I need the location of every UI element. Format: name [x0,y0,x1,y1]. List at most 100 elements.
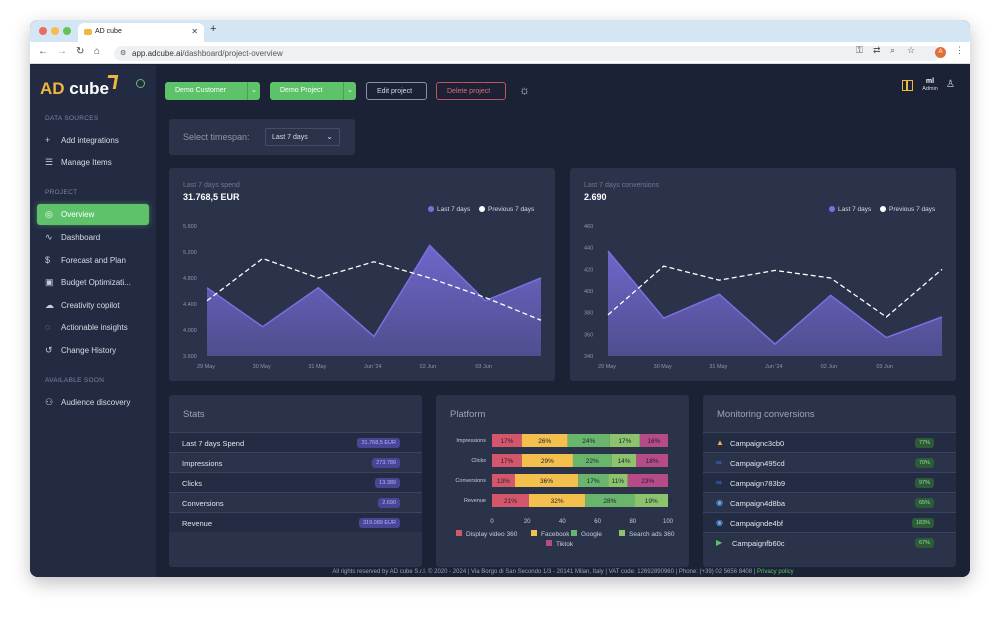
legend-previous[interactable]: Previous 7 days [479,206,534,213]
legend-swatch [456,530,462,536]
y-tick-label: 5.600 [183,224,197,230]
stats-value-badge: 319.089 EUR [358,518,400,528]
segment-label: 28% [603,498,616,505]
home-icon[interactable]: ⌂ [94,46,101,57]
x-tick-label: 60 [594,519,601,525]
apps-grid-icon[interactable] [902,80,913,91]
conversions-line-chart: 340 360 380 400 420 440 460 29 May 30 May 31 May J… [584,224,943,370]
maximize-window-icon[interactable] [63,27,71,35]
stats-row: Revenue 319.089 EUR [169,512,422,532]
translate-icon[interactable]: ⇄ [873,45,881,55]
campaign-row[interactable]: ▲ Campaignc3cb0 77% [703,432,956,452]
sidebar-item-manage-items[interactable]: ☰ Manage Items [45,157,112,167]
collapse-sidebar-icon[interactable] [136,79,145,88]
campaign-row[interactable]: ∞ Campaign495cd 70% [703,452,956,472]
monitoring-title: Monitoring conversions [717,409,815,420]
history-icon: ↺ [45,345,53,355]
project-select[interactable]: Demo Project ⌄ [270,82,356,100]
sidebar-item-budget[interactable]: ▣ Budget Optimizati... [45,277,131,287]
sidebar-item-audience[interactable]: ⚇ Audience discovery [45,397,131,407]
user-icon[interactable]: ♙ [946,79,955,90]
campaign-row[interactable]: ◉ Campaignde4bf 183% [703,512,956,532]
conversion-badge: 65% [914,498,934,508]
chevron-down-icon: ⌄ [326,132,333,141]
stacked-bar-segment [492,494,529,507]
privacy-policy-link[interactable]: Privacy policy [756,569,794,575]
x-tick-label: 30 May [253,364,271,370]
conversion-badge: 77% [914,438,934,448]
legend-swatch [546,540,552,546]
key-icon[interactable]: ⚿ [856,45,863,55]
stats-row: Impressions 273.789 [169,452,422,472]
profile-avatar[interactable]: A [935,47,946,58]
campaign-row[interactable]: ▶ Campaignfb60c 67% [703,532,956,552]
users-icon: ⚇ [45,397,54,407]
minimize-window-icon[interactable] [51,27,59,35]
segment-label: 26% [538,438,551,445]
edit-project-button[interactable]: Edit project [366,82,427,100]
campaign-row[interactable]: ◉ Campaign4d8ba 65% [703,492,956,512]
timespan-select[interactable]: Last 7 days ⌄ [265,128,340,146]
logo[interactable]: AD cube [40,79,109,98]
conversions-chart-card: Last 7 days conversions 2.690 Last 7 day… [570,168,956,381]
stats-value-badge: 31.768,5 EUR [357,438,400,448]
sidebar-item-history[interactable]: ↺ Change History [45,345,117,355]
y-tick-label: 420 [584,267,593,273]
target-icon: ◌ [45,322,51,332]
legend-label: Search ads 360 [629,531,675,538]
footer: All rights reserved by AD cube S.r.l. © … [332,569,794,575]
segment-label: 17% [618,438,631,445]
browser-tab[interactable]: AD cube ✕ [78,23,204,42]
close-tab-icon[interactable]: ✕ [191,27,198,36]
sidebar-item-dashboard[interactable]: ∿ Dashboard [45,232,101,242]
brain-icon: ☁ [45,300,54,310]
tab-favicon-icon [84,29,92,35]
compass-icon: ◎ [45,209,53,219]
legend-swatch [571,530,577,536]
stacked-bar-segment [578,474,609,487]
sidebar-item-add-integrations[interactable]: + Add integrations [45,135,119,145]
legend-swatch-previous [880,206,886,212]
series-current-area [608,250,942,356]
sidebar-item-overview[interactable]: ◎ Overview [37,204,149,225]
platform-card: Platform Impressions 17% 26% 24% 17% 16% Click… [436,395,689,567]
legend-current[interactable]: Last 7 days [428,206,470,213]
stacked-bar-segment [528,494,586,507]
legend-swatch-current [428,206,434,212]
delete-project-button[interactable]: Delete project [436,82,506,100]
category-label: Revenue [464,498,486,504]
browser-menu-icon[interactable]: ⋮ [955,45,964,55]
x-tick-label: 30 May [654,364,672,370]
site-info-icon[interactable]: ⚙ [120,50,127,57]
x-tick-label: 40 [559,519,566,525]
legend-swatch-current [829,206,835,212]
theme-toggle-sun-icon[interactable]: ☼ [519,83,530,97]
new-tab-icon[interactable]: + [210,23,217,35]
legend-previous[interactable]: Previous 7 days [880,206,935,213]
stats-row: Last 7 days Spend 31.768,5 EUR [169,432,422,452]
bookmark-star-icon[interactable]: ☆ [907,45,916,55]
legend-label: Tiktok [556,541,574,548]
customer-select[interactable]: Demo Customer ⌄ [165,82,260,100]
conversions-value: 2.690 [584,192,607,202]
sidebar-item-forecast[interactable]: $ Forecast and Plan [45,255,126,265]
address-bar[interactable]: ⚙ app.adcube.ai/dashboard/project-overvi… [114,46,940,61]
x-tick-label: 29 May [598,364,616,370]
sidebar-item-insights[interactable]: ◌ Actionable insights [45,322,128,332]
close-window-icon[interactable] [39,27,47,35]
list-icon: ☰ [45,157,54,167]
segment-label: 19% [645,498,658,505]
x-tick-label: 100 [663,519,674,525]
zoom-icon[interactable]: ⌕ [890,45,896,55]
spend-value: 31.768,5 EUR [183,192,240,202]
stats-row: Clicks 13.389 [169,472,422,492]
back-icon[interactable]: ← [38,46,48,57]
legend-current[interactable]: Last 7 days [829,206,871,213]
reload-icon[interactable]: ↻ [76,46,85,57]
x-tick-label: 31 May [308,364,326,370]
campaign-row[interactable]: ∞ Campaign783b9 97% [703,472,956,492]
stats-value-badge: 2.690 [378,498,400,508]
x-tick-label: Jun '24 [765,364,783,370]
sidebar-item-creativity[interactable]: ☁ Creativity copilot [45,300,120,310]
forward-icon[interactable]: → [57,46,67,57]
